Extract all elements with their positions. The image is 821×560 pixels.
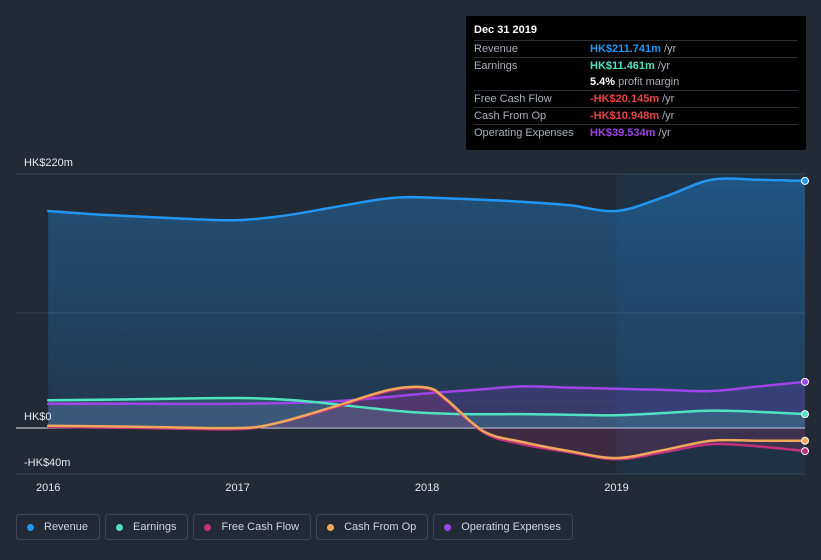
tooltip-row: Free Cash Flow -HK$20.145m/yr	[474, 90, 798, 107]
legend-label: Free Cash Flow	[221, 521, 300, 533]
legend-dot-icon	[327, 523, 335, 531]
tooltip-label: Cash From Op	[474, 110, 547, 122]
cash-from-op-line	[46, 385, 807, 460]
tooltip-value: -HK$20.145m	[590, 93, 660, 105]
legend-label: Revenue	[44, 521, 89, 533]
legend-item-cash-from-op[interactable]: Cash From Op	[316, 514, 429, 540]
cash-from-op-point	[801, 436, 809, 445]
legend-item-free-cash-flow[interactable]: Free Cash Flow	[193, 514, 312, 540]
legend-dot-icon	[116, 523, 124, 531]
y-axis-label: HK$220m	[24, 157, 73, 169]
tooltip-value: HK$39.534m	[590, 127, 656, 139]
tooltip-unit: /yr	[663, 43, 677, 55]
tooltip-label: Earnings	[474, 60, 518, 72]
tooltip-unit: /yr	[662, 110, 675, 122]
tooltip-value: -HK$10.948m	[590, 110, 660, 122]
tooltip-label: Revenue	[474, 43, 519, 55]
x-axis-label: 2019	[604, 482, 628, 494]
revenue-line	[46, 177, 807, 222]
x-axis-label: 2018	[415, 482, 439, 494]
x-axis-label: 2016	[36, 482, 60, 494]
legend-dot-icon	[204, 523, 212, 531]
operating-expenses-point	[801, 377, 809, 386]
earnings-line	[46, 396, 807, 417]
operating-expenses-line	[46, 380, 807, 406]
revenue-area	[48, 178, 805, 428]
legend-item-operating-expenses[interactable]: Operating Expenses	[433, 514, 573, 540]
tooltip-panel: Dec 31 2019 Revenue HK$211.741m/yr Earning…	[466, 16, 806, 150]
legend: Revenue Earnings Free Cash Flow Cash From O…	[16, 514, 573, 540]
earnings-point	[801, 410, 809, 419]
x-axis-label: 2017	[225, 482, 249, 494]
tooltip-label	[474, 74, 590, 90]
revenue-point	[801, 176, 809, 185]
tooltip-unit: /yr	[658, 127, 671, 139]
y-axis-label: -HK$40m	[24, 457, 70, 469]
tooltip-row: Cash From Op -HK$10.948m/yr	[474, 107, 798, 124]
legend-item-earnings[interactable]: Earnings	[105, 514, 189, 540]
tooltip-unit: /yr	[657, 60, 671, 72]
tooltip-label: Free Cash Flow	[474, 93, 552, 105]
legend-item-revenue[interactable]: Revenue	[16, 514, 101, 540]
free-cash-flow-area	[48, 387, 805, 460]
tooltip-row: Revenue HK$211.741m/yr	[474, 40, 798, 57]
tooltip-value: HK$11.461m	[590, 60, 655, 72]
free-cash-flow-point	[801, 447, 809, 456]
legend-label: Operating Expenses	[461, 521, 561, 533]
tooltip-row: 5.4% profit margin	[474, 74, 798, 90]
tooltip-value: HK$211.741m	[590, 43, 661, 55]
tooltip-value: 5.4%	[590, 76, 616, 88]
y-axis-label: HK$0	[24, 411, 52, 423]
tooltip-date: Dec 31 2019	[474, 24, 537, 36]
legend-label: Earnings	[133, 521, 177, 533]
legend-label: Cash From Op	[344, 521, 417, 533]
tooltip-label: Operating Expenses	[474, 127, 574, 139]
legend-dot-icon	[444, 523, 452, 531]
tooltip-row: Operating Expenses HK$39.534m/yr	[474, 124, 798, 141]
tooltip-unit: /yr	[662, 93, 675, 105]
legend-dot-icon	[27, 523, 34, 531]
tooltip-unit: profit margin	[618, 76, 680, 88]
tooltip-row: Earnings HK$11.461m/yr	[474, 57, 798, 74]
